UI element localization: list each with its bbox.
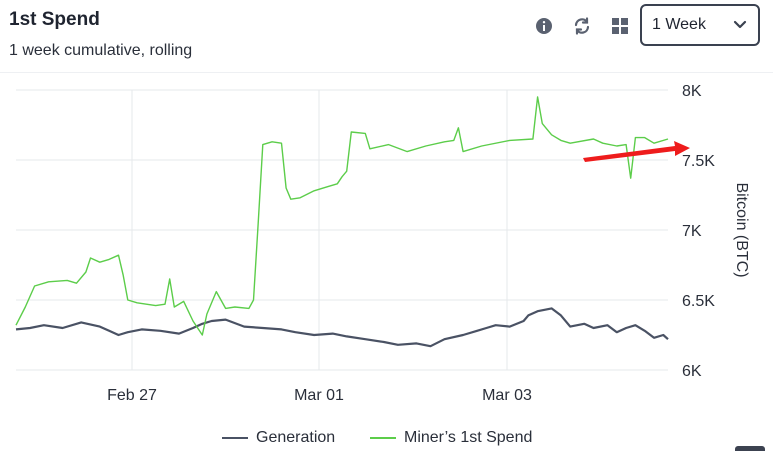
time-range-select[interactable]: 1 Week xyxy=(640,4,760,46)
chevron-down-icon xyxy=(733,20,747,29)
legend-item-generation[interactable]: Generation xyxy=(222,429,335,447)
header-divider xyxy=(0,72,773,73)
legend-label-generation: Generation xyxy=(256,429,336,446)
chart-subtitle: 1 week cumulative, rolling xyxy=(9,42,193,59)
legend-swatch-miners-first-spend xyxy=(370,437,396,439)
y-tick-label: 8K xyxy=(682,83,702,100)
panel-handle xyxy=(735,446,765,451)
y-tick-label: 7K xyxy=(682,223,702,240)
legend-swatch-generation xyxy=(222,437,248,439)
x-tick-labels: Feb 27 Mar 01 Mar 03 xyxy=(107,387,532,404)
time-range-value: 1 Week xyxy=(652,16,706,33)
y-tick-label: 6.5K xyxy=(682,293,715,310)
refresh-icon[interactable] xyxy=(570,14,594,38)
x-tick-label: Mar 01 xyxy=(294,387,344,404)
series-line-generation xyxy=(15,307,669,348)
y-tick-labels: 6K 6.5K 7K 7.5K 8K xyxy=(682,83,715,380)
legend-item-miners-first-spend[interactable]: Miner’s 1st Spend xyxy=(370,429,532,447)
x-tick-label: Mar 03 xyxy=(482,387,532,404)
grid-icon[interactable] xyxy=(608,14,632,38)
y-tick-label: 7.5K xyxy=(682,153,715,170)
y-tick-label: 6K xyxy=(682,363,702,380)
x-tick-label: Feb 27 xyxy=(107,387,157,404)
chart-title: 1st Spend xyxy=(9,9,100,30)
y-axis-label: Bitcoin (BTC) xyxy=(733,182,750,277)
chart-legend: Generation Miner’s 1st Spend xyxy=(0,429,773,451)
series-lines xyxy=(15,96,669,348)
grid-lines xyxy=(16,89,668,371)
info-icon[interactable] xyxy=(532,14,556,38)
legend-label-miners-first-spend: Miner’s 1st Spend xyxy=(404,429,533,446)
series-line-miners-first-spend xyxy=(15,96,669,336)
annotation-arrow xyxy=(583,141,690,162)
